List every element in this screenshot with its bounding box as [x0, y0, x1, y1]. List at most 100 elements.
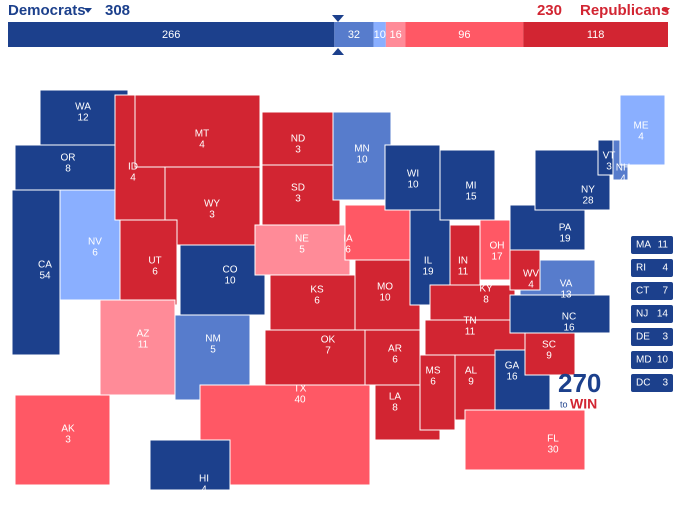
state [119, 219, 178, 306]
state-votes: 8 [392, 403, 398, 414]
state-abbr: WV [523, 269, 539, 280]
state-votes: 16 [563, 323, 575, 334]
state-votes: 4 [201, 485, 207, 496]
state [509, 204, 586, 251]
dem-caret[interactable] [84, 8, 92, 13]
bar-label: 266 [162, 29, 180, 41]
small-state-box [631, 259, 673, 277]
state-votes: 28 [582, 196, 594, 207]
small-state-abbr: RI [636, 263, 646, 274]
state-abbr: GA [505, 361, 520, 372]
state [11, 189, 61, 356]
state-abbr: FL [547, 434, 559, 445]
state-abbr: AK [61, 424, 75, 435]
small-state-abbr: NJ [636, 309, 648, 320]
small-state-box [631, 374, 673, 392]
logo-word: WIN [570, 396, 597, 412]
state-votes: 4 [620, 174, 626, 185]
state [509, 244, 541, 291]
state-votes: 13 [560, 290, 572, 301]
state-abbr: SC [542, 340, 556, 351]
small-state-votes: 14 [657, 309, 669, 320]
state [164, 166, 261, 246]
state-abbr: NM [205, 334, 221, 345]
state [332, 111, 392, 201]
state-abbr: NE [295, 234, 309, 245]
state-votes: 6 [152, 267, 158, 278]
state-abbr: MN [354, 144, 370, 155]
state-votes: 7 [325, 346, 331, 357]
state-abbr: NV [88, 237, 102, 248]
rep-total: 230 [537, 2, 562, 19]
state-votes: 30 [547, 445, 559, 456]
state-abbr: IL [424, 256, 433, 267]
state-votes: 8 [65, 164, 71, 175]
small-state-votes: 3 [662, 332, 668, 343]
state-votes: 9 [468, 377, 474, 388]
state-votes: 10 [356, 155, 368, 166]
state-votes: 6 [314, 296, 320, 307]
state [269, 274, 366, 331]
majority-marker [332, 15, 344, 22]
state-votes: 54 [39, 271, 51, 282]
small-state-box [631, 351, 673, 369]
bar-label: 96 [458, 29, 470, 41]
state-abbr: ND [291, 134, 305, 145]
state-abbr: ME [634, 121, 649, 132]
state-abbr: LA [389, 392, 402, 403]
state-abbr: CO [223, 265, 238, 276]
state-votes: 16 [506, 372, 518, 383]
state-votes: 12 [77, 113, 89, 124]
state [354, 259, 421, 331]
small-state-votes: 10 [657, 355, 669, 366]
bar-segment [373, 22, 386, 47]
bar-segment [334, 22, 374, 47]
state [264, 329, 376, 386]
state [261, 111, 336, 166]
logo-to: to [560, 399, 568, 409]
state-abbr: MO [377, 282, 393, 293]
bar-segment [8, 22, 335, 47]
state-abbr: AL [465, 366, 478, 377]
state-abbr: AR [388, 344, 402, 355]
state-votes: 11 [458, 267, 469, 278]
state-votes: 6 [92, 248, 98, 259]
state-votes: 10 [407, 180, 419, 191]
state [429, 284, 516, 321]
dem-total: 308 [105, 2, 130, 19]
state [14, 394, 111, 486]
small-state-votes: 11 [658, 240, 669, 251]
state-abbr: VA [560, 279, 573, 290]
state [619, 94, 666, 166]
bar-segment [405, 22, 524, 47]
state-votes: 15 [465, 192, 477, 203]
state-abbr: WA [75, 102, 91, 113]
bar-label: 32 [348, 29, 360, 41]
state-votes: 19 [422, 267, 434, 278]
state-abbr: KS [310, 285, 324, 296]
state-abbr: KY [479, 284, 493, 295]
small-state-abbr: MA [636, 240, 651, 251]
small-state-box [631, 305, 673, 323]
state-abbr: HI [199, 474, 209, 485]
state-votes: 6 [345, 245, 351, 256]
small-state-votes: 7 [662, 286, 668, 297]
state [439, 149, 496, 221]
state-votes: 3 [295, 145, 301, 156]
rep-caret[interactable] [662, 8, 670, 13]
bar-label: 16 [390, 29, 402, 41]
rep-label[interactable]: Republicans [580, 2, 669, 19]
state-votes: 4 [528, 280, 534, 291]
small-state-abbr: DC [636, 378, 650, 389]
dem-label[interactable]: Democrats [8, 2, 86, 19]
state-abbr: WY [204, 199, 220, 210]
state-votes: 11 [138, 340, 149, 351]
bar-label: 10 [374, 29, 386, 41]
state-votes: 10 [379, 293, 391, 304]
small-state-votes: 4 [662, 263, 668, 274]
state-votes: 10 [224, 276, 236, 287]
state-abbr: MT [195, 129, 209, 140]
state-abbr: ID [128, 162, 138, 173]
state-abbr: NC [562, 312, 576, 323]
